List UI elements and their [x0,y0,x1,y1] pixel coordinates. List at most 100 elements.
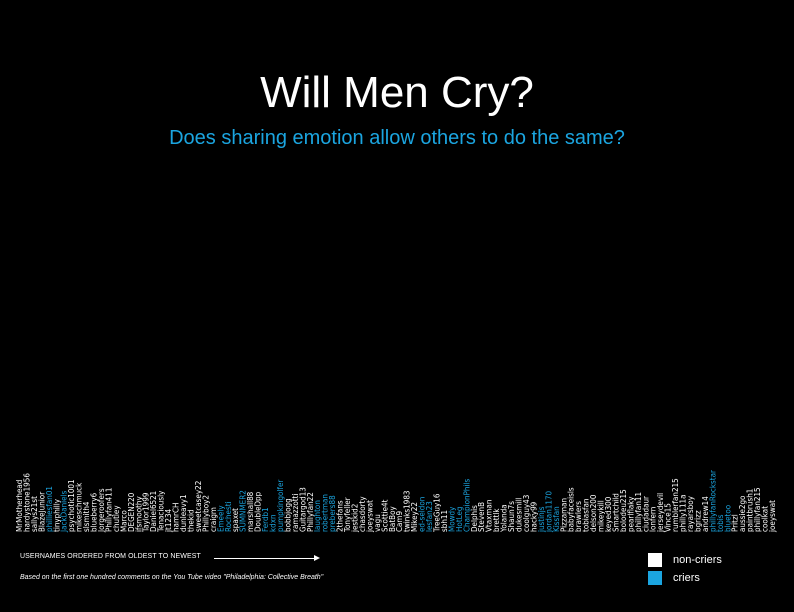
username-label: Phillyboy2 [201,495,210,532]
username-label: phillyfan215 [753,487,762,532]
source-note: Based on the first one hundred comments … [20,574,324,581]
username-label: prebers88 [328,495,337,532]
username-label: ramazzotti [291,494,300,532]
username-label: philly111a [679,494,688,532]
legend-label-non-criers: non-criers [673,554,722,566]
username-label: Vtaxman [485,500,494,532]
username-label: Mowdy [447,506,456,532]
username-label: BlazeJunior [37,492,46,532]
username-label: chutley [112,505,121,532]
username-label: joeyswat [365,500,374,533]
username-label: Smartchild [611,493,620,532]
username-label: sbh11 [440,510,449,532]
username-label: Cam9 [395,511,404,532]
x-axis-label: USERNAMES ORDERED FROM OLDEST TO NEWEST [20,553,201,560]
username-label: HotLeg [455,506,464,532]
username-label: sweetcasey22 [194,481,203,532]
username-label: Phillyfan411 [104,488,113,532]
username-label: babyfaceisls [567,487,576,532]
username-label: psychotic1001 [67,479,76,532]
username-label: Shaun7s [507,501,516,532]
username-label: Yolanda [500,504,509,533]
arrow-right-icon [214,555,320,561]
username-label: mikeykill [597,500,606,532]
username-label: paintbrush1 [746,489,755,532]
username-label: DoubleDpp [254,491,263,532]
username-label: tinyphilly [52,498,61,532]
username-label: jt1234 [164,508,173,533]
username-label: phillyfan11 [634,492,643,532]
username-label: ifsmoothy [134,496,143,532]
chart-subtitle: Does sharing emotion allow others to do … [169,127,625,149]
username-label: jestkid2 [351,504,360,533]
username-label: DEGEN220 [127,492,136,532]
username-label: Marco [119,510,128,532]
username-label: Ferdb1 [261,507,270,532]
chart-title: Will Men Cry? [260,68,534,117]
username-label: vagu [373,514,382,532]
username-label: Delphis [470,505,479,532]
username-label: keyed300 [604,496,613,532]
username-label: Scottie4t [380,499,389,532]
username-label: lesfan23 [425,501,434,532]
username-label: TreeGuy16 [433,493,442,533]
username-label: Vince15 [664,503,673,532]
username-label: jordan1170 [544,491,553,533]
username-label: slsmith4 [82,501,91,532]
username-label: Pritzl [731,514,740,532]
legend-label-criers: criers [673,572,700,584]
username-label: Emeely [216,505,225,532]
username-label: bgrizz [693,510,702,532]
legend-swatch-criers [648,571,662,585]
username-label: rayarsboy [686,495,695,532]
username-label: hardystone1956 [22,473,31,532]
username-label: Taylor1999 [142,492,151,533]
username-label: Guitargod13 [298,487,307,532]
username-label: kdxn [268,514,277,532]
username-label: robertman [321,494,330,532]
username-label: twinks1983 [403,491,412,533]
username-label: pearlflaky [626,496,635,532]
username-label: coolguy43 [522,495,531,532]
username-label: Pizzaman [559,498,568,532]
username-label: Kissfan [552,506,561,532]
username-label: MrMotherhead [15,480,24,532]
username-label: philliesfan01 [45,486,54,532]
username-chart: MrMotherheadhardystone1956sallys21stBlaz… [15,470,777,533]
username-label: chasdorty [358,496,367,532]
username-label: hacky99 [529,501,538,532]
username-label: aussie2go [738,495,747,532]
username-label: ChampionPhils [462,479,471,532]
username-label: dunleavy1 [179,494,188,532]
username-label: bobbjogg [283,498,292,532]
username-label: Daniel6521 [149,491,158,532]
username-label: pumpkingolfer [276,480,285,532]
username-label: bolodeu215 [619,489,628,532]
username-label: BatBoy [388,505,397,532]
username-label: bluetoo [723,504,732,532]
username-label: joeyswat [768,500,777,533]
username-label: blueberry6 [90,492,99,532]
username-label: ciudadaur [641,496,650,532]
username-label: Phillyfan22 [306,492,315,532]
username-label: JackDaniels [60,490,69,533]
legend-item-criers: criers [648,571,700,585]
legend-swatch-non-criers [648,553,662,567]
username-label: jerseydevil [656,493,665,533]
username-label: delson200 [589,494,598,532]
username-label: hamrCH [172,503,181,532]
username-label: Mikey22 [410,502,419,532]
username-label: andrew14 [701,496,710,532]
username-label: tobis [716,514,725,532]
username-label: rumblerfan215 [671,478,680,532]
username-label: StevenB [477,502,486,532]
username-label: mikeschmuck [75,482,84,532]
username-label: brawlers [574,501,583,532]
username-label: brettlk [492,508,501,532]
legend-item-non-criers: non-criers [648,553,722,567]
username-label: sallys21st [30,496,39,532]
username-label: thekid [186,509,195,532]
username-label: lonfern [649,507,658,532]
username-label: Jorgeroofers [97,488,106,533]
username-label: dukesmill [515,498,524,532]
